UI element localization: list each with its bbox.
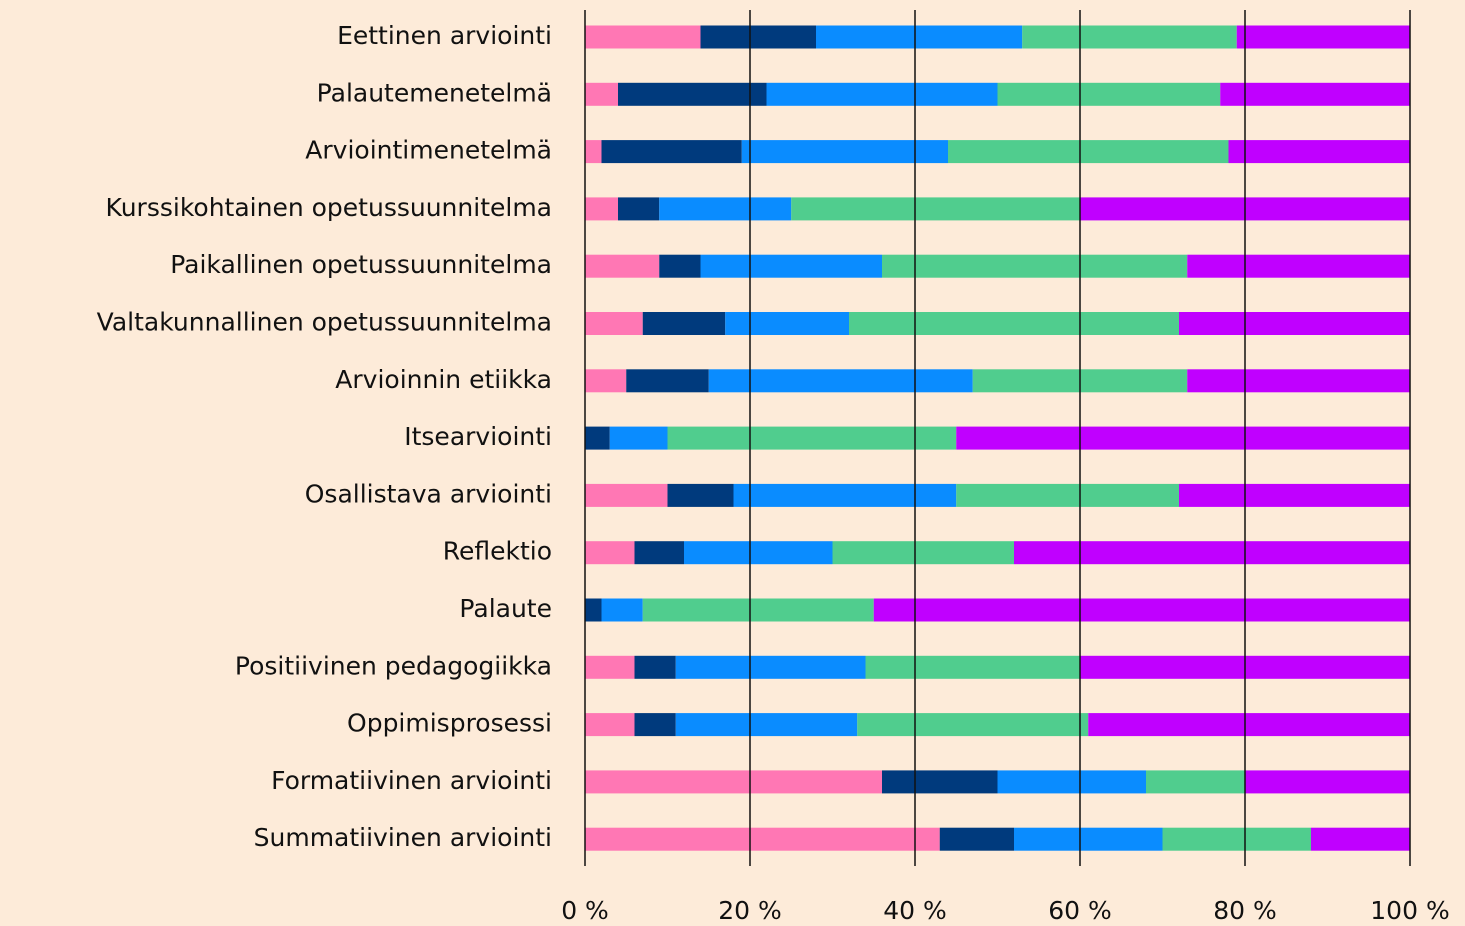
bar-segment (1236, 25, 1410, 49)
y-tick-label: Reflektio (443, 537, 552, 566)
bar-segment (882, 254, 1188, 278)
bar-segment (667, 483, 734, 507)
bar-segment (684, 541, 833, 565)
bar-segment (832, 541, 1014, 565)
y-tick-label: Valtakunnallinen opetussuunnitelma (97, 308, 552, 337)
bar-segment (733, 483, 957, 507)
x-tick-label: 20 % (718, 896, 782, 925)
bar-segment (585, 483, 668, 507)
bar-segment (1014, 827, 1163, 851)
bar-segment (626, 369, 709, 393)
x-tick-label: 0 % (561, 896, 609, 925)
bar-segment (1245, 770, 1410, 794)
bar-segment (766, 82, 998, 106)
bar-segment (849, 312, 1179, 335)
bar-segment (882, 770, 998, 794)
bar-segment (634, 655, 676, 679)
bar-segment (816, 25, 1023, 49)
bar-segment (585, 369, 627, 393)
bar-segment (997, 770, 1146, 794)
y-tick-label: Formatiivinen arviointi (271, 766, 552, 795)
bar-segment (948, 140, 1229, 164)
y-tick-label: Itsearviointi (404, 422, 552, 451)
bar-segment (585, 655, 635, 679)
x-tick-label: 40 % (883, 896, 947, 925)
y-tick-label: Paikallinen opetussuunnitelma (170, 250, 552, 279)
bar-segment (956, 483, 1179, 507)
bar-segment (585, 713, 635, 737)
x-tick-label: 80 % (1213, 896, 1277, 925)
bar-segment (585, 541, 635, 565)
y-tick-label: Arvioinnin etiikka (335, 365, 552, 394)
bar-segment (1014, 541, 1410, 565)
bar-segment (741, 140, 948, 164)
bar-segment (1179, 312, 1410, 335)
bar-segment (585, 770, 882, 794)
bar-segment (1187, 254, 1410, 278)
y-tick-label: Kurssikohtainen opetussuunnitelma (106, 193, 552, 222)
bar-segment (659, 254, 701, 278)
bar-segment (865, 655, 1080, 679)
bar-segment (642, 598, 874, 622)
y-tick-label: Palaute (459, 594, 552, 623)
bar-segment (585, 197, 618, 221)
x-tick-label: 60 % (1048, 896, 1112, 925)
y-tick-label: Osallistava arviointi (305, 479, 552, 508)
bar-segment (1220, 82, 1410, 106)
bar-segment (708, 369, 973, 393)
bar-segment (1187, 369, 1410, 393)
bar-segment (585, 827, 940, 851)
bar-segment (725, 312, 849, 335)
bar-segment (873, 598, 1410, 622)
y-tick-label: Palautemenetelmä (317, 78, 552, 107)
bar-segment (634, 541, 684, 565)
y-tick-label: Eettinen arviointi (337, 21, 552, 50)
bar-segment (642, 312, 726, 335)
x-tick-label: 100 % (1370, 896, 1449, 925)
bar-segment (609, 426, 668, 450)
bar-segment (1311, 827, 1410, 851)
bar-segment (1022, 25, 1237, 49)
bar-segment (1162, 827, 1311, 851)
bar-segment (1088, 713, 1410, 737)
bar-segment (601, 598, 643, 622)
bar-segment (634, 713, 676, 737)
bar-segment (585, 25, 701, 49)
bar-segment (667, 426, 957, 450)
bar-segment (585, 254, 660, 278)
bar-segment (659, 197, 792, 221)
y-tick-label: Arviointimenetelmä (305, 136, 552, 165)
y-tick-label: Summatiivinen arviointi (254, 823, 552, 852)
bar-segment (956, 426, 1410, 450)
bar-segment (1179, 483, 1410, 507)
bar-segment (791, 197, 1080, 221)
bar-segment (700, 254, 882, 278)
bar-segment (585, 598, 602, 622)
bar-segment (585, 140, 602, 164)
bar-segment (1146, 770, 1245, 794)
bar-segment (675, 655, 866, 679)
bar-segment (675, 713, 858, 737)
bar-segment (857, 713, 1089, 737)
bar-segment (585, 312, 643, 335)
bar-segment (618, 82, 767, 106)
bar-segment (1228, 140, 1410, 164)
y-tick-label: Oppimisprosessi (347, 709, 552, 738)
bar-segment (700, 25, 816, 49)
bar-segment (997, 82, 1221, 106)
bar-segment (601, 140, 742, 164)
y-tick-label: Positiivinen pedagogiikka (235, 651, 552, 680)
bar-segment (585, 82, 618, 106)
bar-segment (939, 827, 1014, 851)
bar-segment (618, 197, 660, 221)
bar-segment (585, 426, 610, 450)
